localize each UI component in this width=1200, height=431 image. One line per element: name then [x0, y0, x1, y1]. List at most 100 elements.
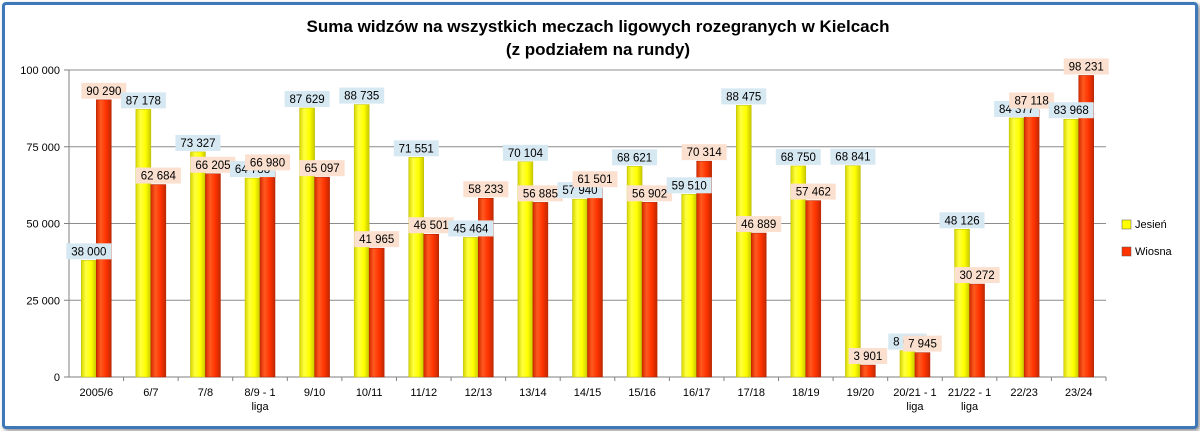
bar-jesien [572, 198, 588, 378]
data-label: 88 735 [344, 91, 379, 103]
x-tick-label: 12/13 [465, 387, 493, 399]
y-axis: 0 25 000 50 000 75 000 100 000 [20, 65, 70, 384]
x-tick-label: liga [906, 401, 924, 413]
bar-wiosna [587, 187, 603, 378]
x-tick-label: 17/18 [737, 387, 765, 399]
bar-jesien [190, 151, 206, 378]
data-label: 46 501 [414, 220, 449, 232]
legend: Jesień Wiosna [1121, 219, 1173, 258]
bars [81, 75, 1094, 378]
bar-wiosna [641, 202, 658, 378]
bar-wiosna [205, 173, 221, 378]
data-label: 68 841 [835, 152, 870, 164]
data-label-box [1009, 92, 1055, 109]
data-label-box [612, 149, 658, 166]
bar-jesien [244, 177, 261, 378]
data-label-box [903, 335, 942, 352]
bar-jesien [299, 107, 315, 378]
data-label-box [666, 177, 712, 194]
data-label-box [736, 216, 782, 233]
data-label: 70 314 [687, 147, 723, 159]
data-label: 68 750 [781, 152, 816, 164]
x-tick-label: 13/14 [519, 387, 547, 399]
x-tick-label: 16/17 [683, 387, 711, 399]
x-tick-label: 8/9 - 1 [244, 387, 275, 399]
data-label-box [939, 212, 985, 229]
bar-wiosna [96, 99, 112, 378]
chart-title: Suma widzów na wszystkich meczach ligowy… [307, 17, 890, 36]
x-tick-label: 2005/6 [79, 387, 113, 399]
data-label-box [393, 140, 439, 157]
x-tick-label: liga [961, 401, 979, 413]
bar-wiosna [314, 176, 330, 378]
data-label: 3 901 [854, 351, 883, 363]
y-tick-label: 0 [54, 372, 60, 384]
data-label-box [775, 148, 821, 165]
legend-label: Wiosna [1135, 246, 1173, 258]
data-label: 71 551 [399, 143, 434, 155]
bar-wiosna [478, 197, 494, 378]
bar-jesien [463, 237, 479, 378]
data-label-box [572, 171, 618, 188]
data-label: 46 889 [741, 219, 776, 231]
data-label: 58 233 [468, 184, 503, 196]
data-label-box [954, 267, 1000, 284]
y-tick-label: 50 000 [26, 219, 60, 231]
data-label-box [1048, 102, 1094, 119]
data-label: 48 126 [944, 215, 979, 227]
data-label-box [120, 92, 166, 109]
data-label-box [830, 148, 876, 165]
data-label-box [681, 144, 727, 161]
data-label: 61 501 [577, 174, 612, 186]
data-label-box [81, 82, 127, 99]
data-label-box [517, 185, 563, 202]
bar-wiosna [1078, 75, 1094, 378]
bar-jesien [899, 350, 916, 378]
data-label-box [1063, 58, 1109, 75]
bar-wiosna [150, 184, 167, 378]
x-tick-label: 23/24 [1065, 387, 1093, 399]
x-axis-labels: 2005/6 6/7 7/8 8/9 - 1 liga 9/10 10/11 11/12 12/… [79, 377, 1107, 413]
bar-jesien [408, 157, 425, 378]
data-label-box [408, 217, 454, 234]
data-label-box [245, 154, 291, 171]
data-label: 7 945 [908, 339, 937, 351]
x-tick-label: 7/8 [198, 387, 213, 399]
bar-wiosna [1023, 109, 1040, 378]
data-label: 66 980 [250, 157, 285, 169]
data-label-box [848, 348, 888, 365]
x-tick-label: liga [251, 401, 269, 413]
bar-jesien [1063, 118, 1079, 378]
data-label: 45 464 [453, 223, 489, 235]
y-tick-label: 75 000 [26, 142, 60, 154]
data-label: 38 000 [71, 246, 106, 258]
bar-jesien [81, 260, 97, 378]
data-label: 57 940 [562, 185, 597, 197]
bar-wiosna [750, 232, 767, 378]
data-label: 62 684 [141, 171, 177, 183]
data-label-box [463, 181, 509, 198]
data-label-box [299, 160, 345, 177]
legend-swatch-wiosna [1121, 246, 1132, 257]
bar-jesien [735, 105, 752, 378]
bar-jesien [954, 229, 970, 378]
bar-jesien [681, 194, 697, 378]
x-tick-label: 6/7 [143, 387, 158, 399]
bar-wiosna [696, 160, 712, 378]
data-label: 73 327 [180, 138, 215, 150]
y-tick-label: 25 000 [26, 295, 60, 307]
data-label: 88 475 [726, 91, 761, 103]
data-label: 98 231 [1069, 61, 1104, 73]
x-tick-label: 11/12 [410, 387, 437, 399]
data-label: 59 510 [672, 180, 707, 192]
data-label: 87 118 [1014, 96, 1048, 108]
data-label-box [66, 243, 112, 260]
bar-wiosna [368, 247, 385, 378]
data-label: 83 968 [1054, 105, 1089, 117]
x-tick-label: 18/19 [792, 387, 820, 399]
x-tick-label: 9/10 [304, 387, 325, 399]
bar-jesien [135, 109, 152, 378]
data-label: 56 885 [523, 188, 558, 200]
